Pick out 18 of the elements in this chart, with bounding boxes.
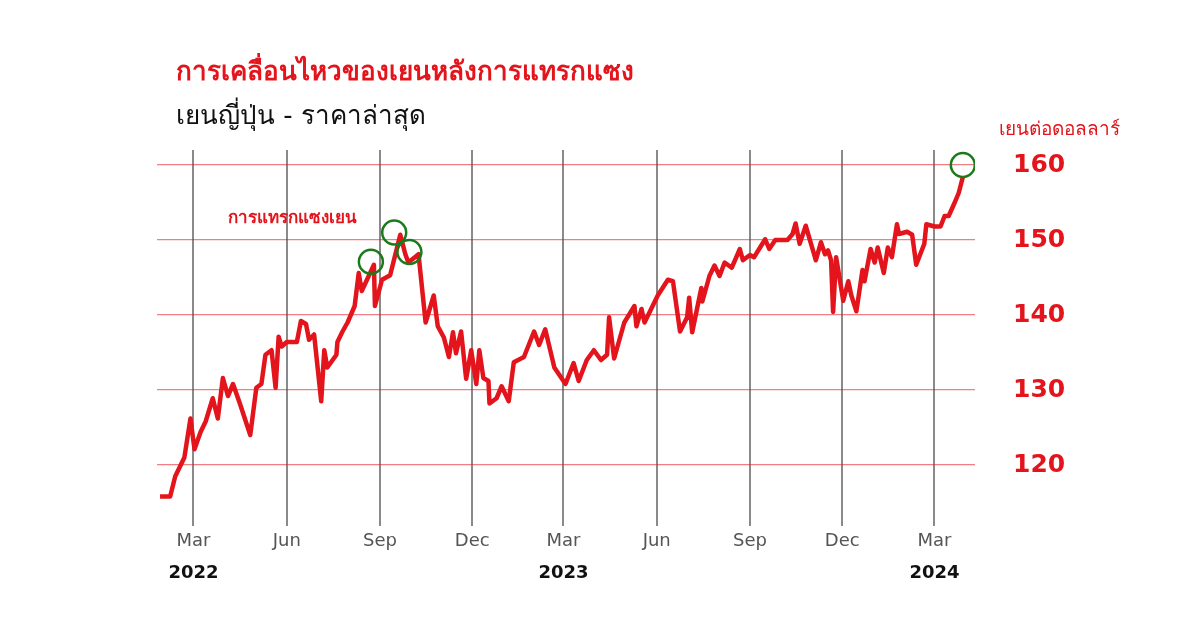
x-tick-label: Sep [363, 528, 397, 550]
x-tick-label: Mar 2024 [909, 528, 960, 582]
x-tick-label: Dec [454, 528, 490, 550]
y-axis-title: เยนต่อดอลลาร์ [999, 116, 1120, 141]
x-tick-label: Sep [733, 528, 767, 550]
y-tick-label: 140 [1013, 298, 1066, 328]
y-tick-label: 160 [1013, 148, 1066, 178]
y-tick-label: 150 [1013, 223, 1066, 253]
x-tick-label: Mar 2023 [538, 528, 589, 582]
chart-subtitle: เยนญี่ปุ่น - ราคาล่าสุด [176, 96, 426, 133]
x-tick-label: Mar 2022 [168, 528, 219, 582]
x-tick-label: Jun [641, 528, 671, 550]
x-tick-label: Dec [824, 528, 860, 550]
y-tick-label: 120 [1013, 448, 1066, 478]
y-tick-label: 130 [1013, 373, 1066, 403]
x-tick-label: Jun [271, 528, 301, 550]
annotation: การแทรกแซงเยน [228, 206, 357, 229]
chart-title: การเคลื่อนไหวของเยนหลังการแทรกแซง [176, 52, 634, 88]
